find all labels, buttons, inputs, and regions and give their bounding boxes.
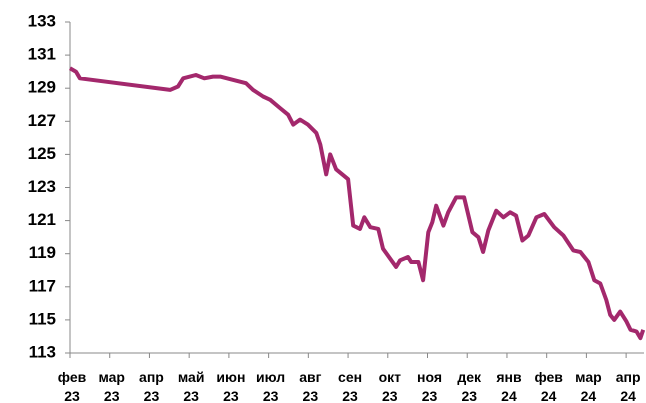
- x-tick-label: май 23: [178, 369, 205, 403]
- x-tick-label: апр 23: [139, 369, 164, 403]
- y-tick-label: 113: [29, 342, 56, 361]
- x-tick-label: июн 23: [216, 369, 245, 403]
- y-tick-label: 123: [28, 177, 56, 196]
- x-tick-label: янв 24: [496, 369, 522, 403]
- x-tick-label: мар 23: [98, 369, 125, 403]
- y-tick-label: 133: [28, 11, 56, 30]
- y-tick-label: 121: [28, 210, 56, 229]
- x-tick-label: апр 24: [616, 369, 641, 403]
- y-tick-label: 129: [28, 78, 56, 97]
- y-tick-label: 127: [28, 111, 56, 130]
- line-series: [69, 66, 646, 341]
- x-tick-label: авг 23: [299, 369, 321, 403]
- x-tick-label: дек 23: [457, 369, 482, 403]
- y-tick-label: 131: [28, 45, 56, 64]
- x-tick-label: ноя 23: [417, 369, 442, 403]
- x-tick-label: июл 23: [256, 369, 285, 403]
- y-tick-label: 125: [28, 144, 56, 163]
- x-tick-label: мар 24: [575, 369, 602, 403]
- y-tick-label: 117: [29, 276, 56, 295]
- x-tick-label: сен 23: [338, 369, 362, 403]
- y-tick-label: 119: [29, 243, 56, 262]
- x-tick-label: фев 23: [58, 369, 87, 403]
- x-tick-label: фев 24: [534, 369, 563, 403]
- y-tick-label: 115: [29, 309, 56, 328]
- x-tick-label: окт 23: [379, 369, 402, 403]
